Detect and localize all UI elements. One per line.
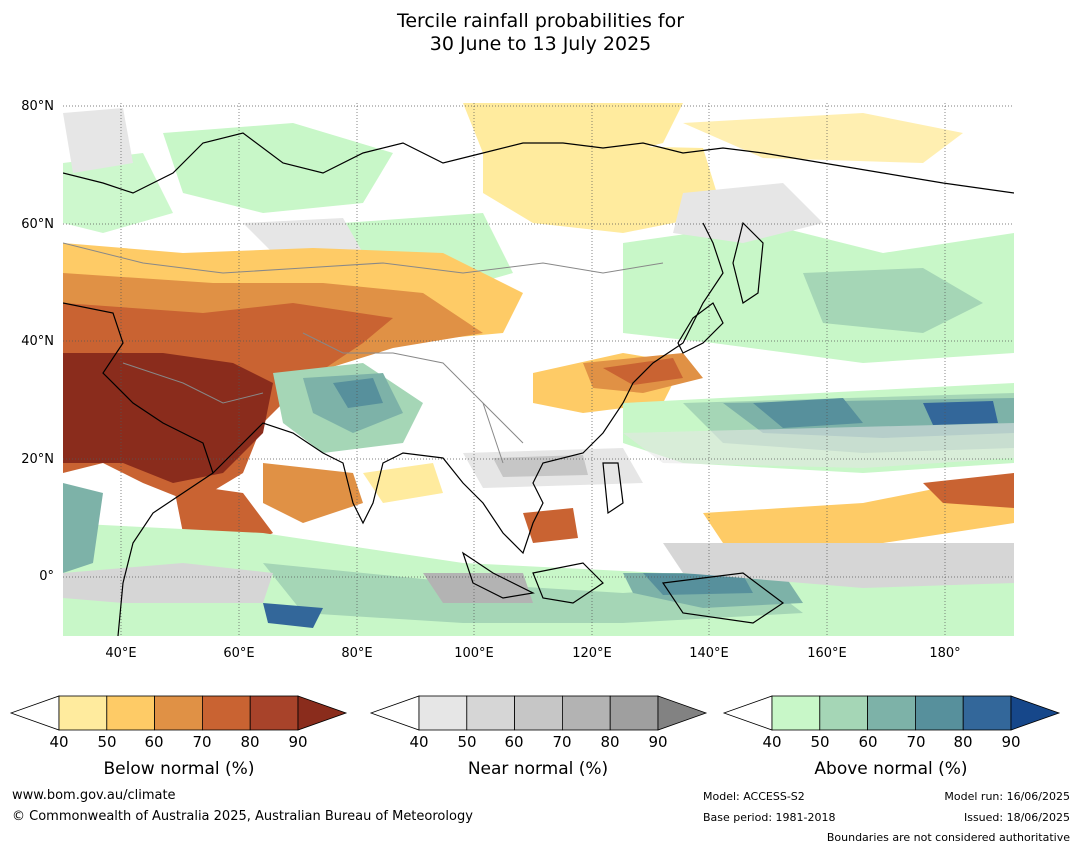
title-line-1: Tercile rainfall probabilities for <box>396 10 685 32</box>
colorbar-tick: 60 <box>144 733 164 751</box>
colorbar-tick: 70 <box>192 733 212 751</box>
below-normal-region <box>523 508 578 543</box>
colorbar-below-segment <box>201 695 251 731</box>
colorbars <box>9 695 1061 731</box>
colorbar-below-high-extension <box>297 695 348 731</box>
above-normal-region <box>753 398 863 428</box>
colorbar-below-segment <box>106 695 156 731</box>
colorbar-tick: 80 <box>953 733 973 751</box>
above-normal-region <box>263 603 323 628</box>
lon-label: 180° <box>929 646 961 661</box>
colorbar-near-high-extension <box>657 695 708 731</box>
colorbar-tick: 90 <box>1001 733 1021 751</box>
above-normal-region <box>803 268 983 333</box>
lon-label: 60°E <box>223 646 255 661</box>
colorbar-above-label: Above normal (%) <box>814 759 968 779</box>
colorbar-tick: 80 <box>240 733 260 751</box>
boundary-disclaimer: Boundaries are not considered authoritat… <box>826 831 1070 844</box>
colorbar-near-segment <box>609 695 659 731</box>
colorbar-tick: 50 <box>810 733 830 751</box>
colorbar-tick: 50 <box>457 733 477 751</box>
colorbar-above-segment <box>962 695 1012 731</box>
graticule <box>63 103 1014 636</box>
colorbar-below-low-extension <box>9 695 60 731</box>
website-link[interactable]: www.bom.gov.au/climate <box>12 788 176 803</box>
above-normal-region <box>923 401 998 425</box>
model-name: Model: ACCESS-S2 <box>703 790 805 803</box>
lat-label: 80°N <box>21 99 54 114</box>
colorbar-below-label: Below normal (%) <box>103 759 255 779</box>
map-canvas <box>63 103 1014 636</box>
map-title: Tercile rainfall probabilities for 30 Ju… <box>0 10 1081 56</box>
colorbar-near-low-extension <box>369 695 420 731</box>
lon-label: 140°E <box>689 646 729 661</box>
probability-map <box>63 103 1014 636</box>
colorbar-tick: 40 <box>409 733 429 751</box>
lon-label: 120°E <box>572 646 612 661</box>
below-normal-region <box>263 463 363 523</box>
lat-label: 20°N <box>21 452 54 467</box>
colorbar-below-segment <box>249 695 299 731</box>
above-normal-region <box>643 573 753 595</box>
above-normal-region <box>63 153 173 233</box>
colorbar-near-label: Near normal (%) <box>467 759 609 779</box>
colorbar-tick: 80 <box>600 733 620 751</box>
colorbar-tick: 50 <box>97 733 117 751</box>
near-normal-region <box>623 423 1014 468</box>
colorbar-below-segment <box>58 695 108 731</box>
below-normal-region <box>683 113 963 163</box>
colorbar-tick: 70 <box>906 733 926 751</box>
near-normal-region <box>423 573 533 603</box>
above-normal-region <box>163 123 393 213</box>
colorbar-tick: 60 <box>504 733 524 751</box>
model-run-date: Model run: 16/06/2025 <box>944 790 1070 803</box>
title-line-2: 30 June to 13 July 2025 <box>429 33 652 55</box>
below-normal-region <box>603 358 683 385</box>
colorbar-below-segment <box>154 695 203 731</box>
lon-label: 40°E <box>105 646 137 661</box>
lon-label: 100°E <box>454 646 494 661</box>
copyright-text: © Commonwealth of Australia 2025, Austra… <box>12 809 473 824</box>
colorbar-tick: 60 <box>858 733 878 751</box>
above-normal-region <box>333 378 383 408</box>
colorbar-above-segment <box>771 695 821 731</box>
lat-label: 0° <box>39 569 54 584</box>
near-normal-region <box>63 563 273 603</box>
below-normal-region <box>923 473 1014 508</box>
above-normal-region <box>63 483 103 573</box>
colorbar-near-segment <box>562 695 611 731</box>
colorbar-tick: 70 <box>552 733 572 751</box>
colorbar-near-segment <box>466 695 515 731</box>
colorbar-tick: 90 <box>648 733 668 751</box>
colorbar-above-high-extension <box>1010 695 1061 731</box>
coastlines <box>63 132 1014 636</box>
colorbar-near-segment <box>514 695 563 731</box>
lat-label: 60°N <box>21 217 54 232</box>
country-boundaries <box>63 242 664 464</box>
colorbar-tick: 90 <box>288 733 308 751</box>
colorbar-above-segment <box>915 695 964 731</box>
colorbar-tick: 40 <box>49 733 69 751</box>
colorbar-above-segment <box>819 695 868 731</box>
near-normal-region <box>673 183 823 243</box>
below-normal-region <box>483 143 723 233</box>
near-normal-region <box>493 455 588 477</box>
colorbar-tick: 40 <box>762 733 782 751</box>
lat-label: 40°N <box>21 334 54 349</box>
issued-date: Issued: 18/06/2025 <box>963 811 1070 824</box>
base-period: Base period: 1981-2018 <box>703 811 836 824</box>
colorbar-near-segment <box>418 695 468 731</box>
near-normal-region <box>63 108 133 173</box>
colorbar-above-segment <box>867 695 916 731</box>
colorbar-above-low-extension <box>722 695 773 731</box>
lon-label: 80°E <box>341 646 373 661</box>
lon-label: 160°E <box>807 646 847 661</box>
below-normal-region <box>363 463 443 503</box>
